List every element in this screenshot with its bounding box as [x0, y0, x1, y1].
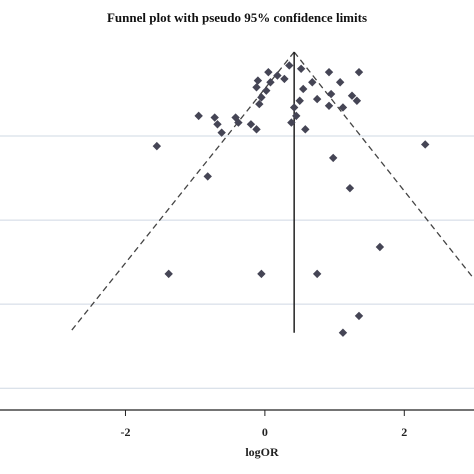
data-point	[273, 71, 282, 80]
data-point	[255, 99, 264, 109]
data-point	[252, 125, 261, 134]
data-point	[354, 67, 364, 77]
x-tick-label: 2	[401, 425, 407, 439]
data-point	[289, 103, 299, 112]
data-point	[234, 118, 243, 127]
data-point	[253, 76, 263, 85]
data-point	[354, 311, 364, 321]
x-tick-label: -2	[120, 425, 130, 439]
data-point	[210, 113, 219, 122]
data-point	[252, 83, 261, 92]
x-tick-label: 0	[262, 425, 268, 439]
data-point	[257, 93, 266, 102]
x-axis-label: logOR	[245, 445, 279, 459]
data-point	[285, 61, 294, 70]
data-point	[338, 328, 348, 337]
data-point	[194, 111, 203, 121]
data-point	[203, 172, 212, 181]
data-point	[312, 94, 322, 104]
data-point	[375, 242, 385, 252]
data-point	[335, 78, 345, 87]
data-point	[280, 74, 289, 84]
data-point	[264, 67, 273, 77]
data-point	[352, 96, 362, 105]
data-point	[292, 111, 301, 121]
data-point	[345, 183, 355, 193]
data-point	[296, 64, 306, 74]
data-point	[246, 120, 256, 129]
data-point	[347, 91, 357, 100]
data-point	[338, 103, 348, 112]
confidence-limit-lines	[69, 51, 474, 334]
data-point	[324, 101, 334, 110]
data-point	[266, 78, 275, 87]
chart-title: Funnel plot with pseudo 95% confidence l…	[106, 10, 368, 25]
data-point	[287, 118, 296, 127]
gridlines	[0, 135, 474, 389]
data-point	[295, 96, 304, 105]
data-point	[312, 269, 322, 279]
plot-area	[0, 44, 474, 410]
data-point	[217, 128, 226, 137]
data-point	[164, 269, 173, 279]
data-point	[326, 89, 336, 99]
data-point	[257, 269, 266, 279]
data-point	[301, 125, 310, 134]
data-point	[299, 84, 308, 94]
data-point	[262, 86, 271, 95]
data-point	[152, 141, 162, 151]
x-axis-ticks: -2 0 2	[120, 410, 407, 439]
data-point	[328, 153, 338, 163]
data-point	[421, 140, 430, 149]
upper-confidence-limit	[293, 51, 474, 280]
data-point	[308, 78, 317, 87]
data-point	[324, 67, 334, 77]
data-points	[152, 61, 430, 337]
data-point	[213, 120, 222, 129]
